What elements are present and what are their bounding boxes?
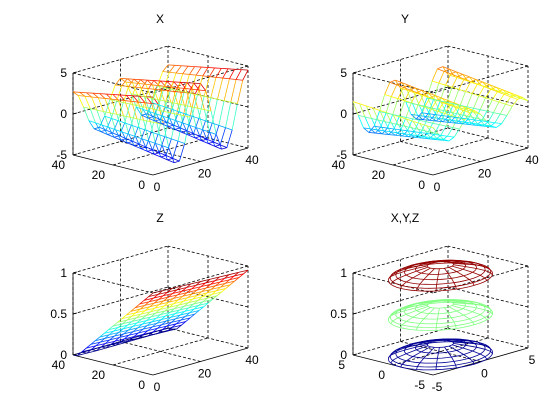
z-tick-label: 0 — [340, 348, 347, 362]
z-tick-label: 0 — [340, 107, 347, 121]
y-tick-label: 5 — [338, 358, 345, 372]
z-tick-label: -5 — [336, 148, 347, 162]
y-tick-label: 0 — [418, 178, 425, 192]
z-tick-label: 0 — [60, 107, 67, 121]
surface-mesh — [72, 269, 249, 356]
x-tick-label: 5 — [529, 353, 536, 367]
x-tick-label: 20 — [198, 167, 212, 181]
z-tick-label: 1 — [340, 266, 347, 280]
x-tick-label: 20 — [198, 367, 212, 381]
x-tick-label: 40 — [245, 153, 259, 167]
disc-surface — [387, 338, 494, 371]
y-tick-label: 0 — [378, 368, 385, 382]
x-tick-label: 0 — [154, 380, 161, 394]
subplot-title: Z — [156, 211, 163, 225]
z-tick-label: 1 — [60, 266, 67, 280]
z-tick-label: 5 — [60, 66, 67, 80]
x-tick-label: -5 — [432, 380, 443, 394]
y-tick-label: -5 — [414, 378, 425, 392]
subplot-title: X,Y,Z — [391, 211, 419, 225]
y-tick-label: 20 — [92, 368, 106, 382]
z-tick-label: 5 — [340, 66, 347, 80]
x-tick-label: 0 — [434, 180, 441, 194]
disc-surface — [387, 299, 494, 331]
disc-surface — [387, 259, 494, 292]
z-tick-label: 0 — [60, 348, 67, 362]
x-tick-label: 0 — [481, 367, 488, 381]
y-tick-label: 20 — [372, 168, 386, 182]
x-tick-label: 40 — [525, 153, 539, 167]
surface-mesh — [72, 64, 249, 164]
z-tick-label: 0.5 — [50, 307, 67, 321]
subplot-title: X — [156, 12, 164, 26]
y-tick-label: 20 — [92, 168, 106, 182]
y-tick-label: 40 — [332, 158, 346, 172]
z-tick-label: 0.5 — [330, 307, 347, 321]
y-tick-label: 40 — [52, 158, 66, 172]
surface-mesh — [352, 66, 529, 142]
subplot-title: Y — [401, 12, 409, 26]
y-tick-label: 40 — [52, 358, 66, 372]
z-tick-label: -5 — [56, 148, 67, 162]
x-tick-label: 20 — [478, 167, 492, 181]
x-tick-label: 0 — [154, 180, 161, 194]
x-tick-label: 40 — [245, 353, 259, 367]
y-tick-label: 0 — [138, 378, 145, 392]
y-tick-label: 0 — [138, 178, 145, 192]
